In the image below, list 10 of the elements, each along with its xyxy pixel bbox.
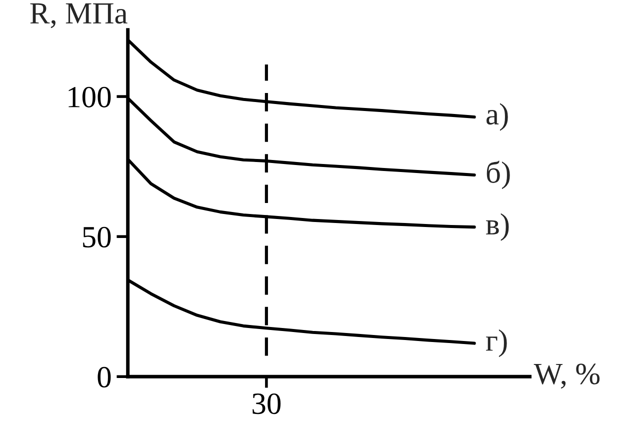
y-axis-title: R, МПа: [30, 3, 128, 28]
x-axis-title: W, %: [534, 364, 600, 389]
series-label: б): [486, 160, 510, 190]
y-tick-label: 50: [83, 226, 111, 248]
series-label: в): [486, 213, 509, 241]
y-tick-label: 0: [98, 366, 111, 388]
y-tick-label: 100: [68, 86, 111, 108]
x-tick-label: 30: [252, 393, 281, 414]
series-label: г): [486, 329, 507, 358]
series-label: а): [486, 103, 508, 131]
